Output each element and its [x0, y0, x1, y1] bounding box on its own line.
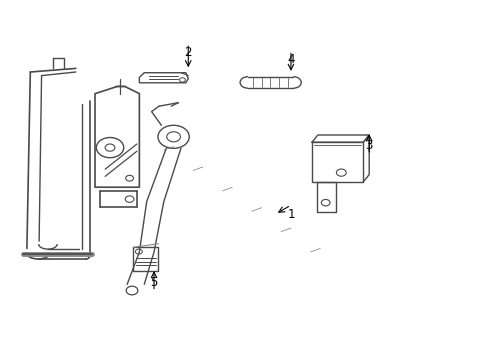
Text: 2: 2 — [184, 46, 192, 59]
Text: 3: 3 — [365, 139, 372, 152]
Text: 1: 1 — [286, 208, 294, 221]
Text: 5: 5 — [150, 276, 158, 289]
Text: 4: 4 — [286, 53, 294, 66]
